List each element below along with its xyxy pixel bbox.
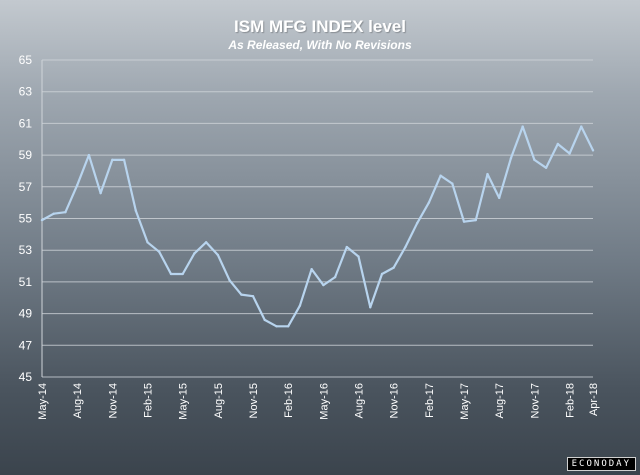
y-tick-label: 49 — [19, 307, 33, 321]
data-point — [134, 209, 137, 212]
data-point — [392, 266, 395, 269]
x-tick-label: May-17 — [459, 383, 471, 420]
series-line — [40, 125, 595, 328]
x-tick-label: Nov-14 — [107, 383, 119, 418]
data-point — [158, 250, 161, 253]
y-tick-label: 47 — [19, 338, 33, 352]
data-point — [263, 318, 266, 322]
data-point — [380, 272, 384, 276]
data-point — [122, 158, 126, 162]
data-point — [75, 184, 79, 187]
data-point — [204, 241, 208, 244]
data-point — [251, 294, 255, 298]
data-point — [451, 182, 454, 185]
data-point — [486, 172, 489, 176]
data-point — [357, 255, 360, 258]
data-point — [310, 268, 313, 271]
y-tick-label: 61 — [19, 116, 33, 130]
data-point — [415, 222, 419, 225]
x-tick-label: Nov-17 — [529, 383, 541, 418]
data-point — [286, 325, 290, 328]
x-tick-label: Feb-17 — [424, 383, 436, 418]
x-tick-label: Feb-15 — [143, 383, 155, 418]
data-point — [216, 253, 220, 257]
data-point — [474, 218, 477, 222]
y-tick-label: 57 — [19, 180, 33, 194]
x-tick-label: Apr-18 — [588, 383, 600, 416]
data-point — [40, 218, 44, 222]
data-point — [568, 152, 571, 155]
x-tick-label: Nov-15 — [248, 383, 260, 418]
data-point — [322, 283, 325, 287]
data-point — [556, 142, 560, 146]
data-point — [87, 153, 91, 157]
data-point — [544, 166, 548, 169]
data-point — [99, 191, 102, 195]
data-point — [240, 293, 243, 296]
x-tick-label: Aug-17 — [494, 383, 506, 418]
x-tick-label: May-14 — [37, 383, 49, 420]
y-tick-label: 51 — [19, 275, 33, 289]
y-tick-label: 53 — [19, 243, 33, 257]
x-tick-label: May-16 — [318, 383, 330, 420]
data-point — [404, 245, 407, 249]
data-point — [333, 275, 337, 279]
data-point — [533, 158, 536, 162]
data-point — [580, 125, 583, 128]
data-point — [345, 245, 349, 249]
data-point — [64, 210, 67, 214]
data-point — [427, 201, 431, 204]
data-point — [275, 325, 278, 328]
data-point — [181, 272, 184, 276]
data-point — [146, 241, 149, 244]
chart-subtitle: As Released, With No Revisions — [228, 38, 412, 52]
x-tick-label: May-15 — [178, 383, 190, 420]
data-point — [521, 125, 524, 128]
data-point — [509, 157, 513, 160]
x-tick-label: Feb-16 — [283, 383, 295, 418]
y-tick-label: 45 — [19, 370, 33, 384]
data-point — [591, 149, 595, 152]
x-tick-label: Aug-16 — [354, 383, 366, 418]
data-point — [193, 252, 196, 255]
brand-logo: ECONODAY — [566, 457, 636, 471]
data-point — [498, 196, 501, 200]
data-point — [52, 212, 55, 215]
x-tick-label: Feb-18 — [565, 383, 577, 418]
data-point — [439, 174, 442, 177]
y-tick-label: 63 — [19, 85, 33, 99]
data-point — [228, 279, 231, 282]
x-tick-label: Aug-15 — [213, 383, 225, 418]
data-point — [462, 220, 466, 223]
data-point — [169, 272, 173, 276]
x-tick-label: Nov-16 — [389, 383, 401, 418]
y-tick-label: 59 — [19, 148, 33, 162]
y-tick-label: 55 — [19, 212, 33, 226]
data-point — [369, 306, 372, 309]
x-tick-label: Aug-14 — [72, 383, 84, 418]
chart-title: ISM MFG INDEX level — [234, 17, 406, 36]
y-tick-label: 65 — [19, 53, 33, 67]
data-point — [111, 158, 114, 162]
data-point — [298, 304, 302, 307]
